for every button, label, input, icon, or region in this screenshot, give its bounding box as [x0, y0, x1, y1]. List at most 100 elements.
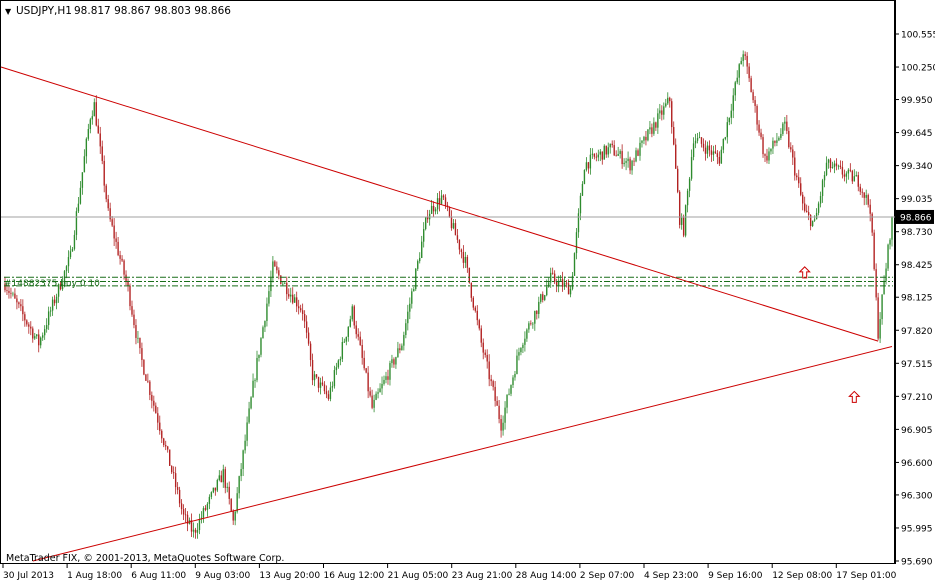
candle-body — [242, 450, 244, 470]
candle-body — [698, 137, 701, 139]
candle-body — [536, 310, 538, 314]
candle-body — [83, 156, 86, 173]
candle-body — [821, 180, 824, 197]
candle-body — [248, 408, 250, 423]
trendline[interactable] — [0, 66, 879, 342]
candle-body — [752, 92, 754, 101]
candle-body — [879, 319, 881, 339]
candle-body — [875, 269, 877, 298]
candle-body — [8, 290, 10, 293]
candle-body — [216, 480, 219, 491]
candle-body — [889, 239, 891, 245]
candle-body — [653, 122, 655, 134]
candle-body — [395, 357, 397, 365]
candle-body — [786, 121, 788, 131]
candle-body — [712, 151, 715, 155]
candle-body — [682, 217, 685, 236]
current-price-label: 98.866 — [900, 213, 932, 223]
candle-body — [220, 475, 222, 483]
candle-body — [619, 151, 621, 154]
candle-body — [837, 165, 840, 167]
candle-body — [18, 302, 20, 305]
candle-body — [486, 354, 488, 362]
candle-body — [585, 162, 588, 170]
candle-body — [163, 438, 165, 446]
candle-body — [6, 290, 8, 291]
candle-body — [180, 503, 183, 510]
candle-body — [91, 116, 93, 120]
candle-body — [375, 393, 377, 400]
candle-body — [147, 380, 149, 382]
y-tick-label: 99.035 — [901, 195, 933, 205]
candle-body — [694, 140, 697, 144]
candle-body — [341, 342, 344, 360]
buy-arrow-icon[interactable] — [848, 390, 861, 403]
candle-body — [649, 127, 651, 130]
candle-body — [841, 166, 844, 175]
candle-body — [99, 133, 101, 147]
candle-body — [720, 149, 723, 164]
candle-body — [161, 430, 163, 439]
candle-body — [464, 256, 467, 263]
candle-body — [756, 105, 758, 125]
candle-body — [550, 272, 552, 283]
candle-body — [768, 151, 770, 161]
candle-body — [675, 144, 677, 169]
candle-body — [363, 357, 365, 369]
candle-body — [379, 388, 381, 393]
candle-body — [389, 363, 391, 380]
candle-body — [673, 127, 675, 145]
candle-body — [411, 291, 413, 304]
candle-body — [597, 154, 600, 158]
buy-arrow-icon[interactable] — [798, 266, 811, 279]
candle-body — [176, 487, 179, 490]
candle-body — [593, 153, 596, 157]
candle-body — [684, 205, 687, 236]
candle-body — [849, 169, 852, 171]
candle-body — [825, 162, 828, 176]
candle-body — [510, 385, 512, 394]
candle-body — [303, 313, 306, 322]
candle-body — [280, 275, 282, 284]
candle-body — [641, 140, 643, 143]
candle-body — [127, 281, 129, 286]
candle-body — [468, 267, 471, 283]
candle-body — [236, 493, 238, 512]
candle-body — [407, 311, 409, 324]
candle-body — [67, 257, 70, 267]
y-tick-label: 96.905 — [901, 426, 933, 436]
candle-body — [444, 197, 447, 206]
trendline[interactable] — [32, 346, 893, 562]
candle-body — [809, 215, 812, 227]
candle-body — [262, 327, 264, 339]
candle-body — [24, 314, 26, 321]
candle-body — [776, 140, 778, 143]
time-axis: 30 Jul 2013 1 Aug 18:00 6 Aug 11:00 9 Aug 0… — [2, 564, 897, 581]
candle-body — [305, 321, 308, 333]
candle-body — [540, 294, 542, 302]
candle-body — [123, 260, 125, 275]
candle-body — [214, 487, 217, 491]
candle-body — [438, 198, 441, 204]
candle-body — [553, 273, 556, 282]
candle-body — [252, 380, 254, 398]
candle-body — [218, 475, 220, 481]
candle-body — [599, 151, 601, 155]
chart-header-icon[interactable]: ▼ — [5, 7, 12, 16]
candle-body — [804, 203, 806, 211]
candle-body — [754, 100, 756, 106]
candle-body — [474, 307, 476, 311]
candle-body — [746, 55, 748, 67]
candle-body — [663, 106, 665, 115]
candle-body — [135, 325, 137, 338]
candlestick-series — [4, 50, 893, 539]
candle-body — [16, 298, 18, 303]
candle-body — [730, 110, 732, 118]
candle-body — [42, 335, 44, 338]
candle-body — [677, 168, 679, 192]
y-tick-label: 97.820 — [901, 327, 933, 337]
candle-body — [867, 195, 869, 205]
candle-body — [817, 203, 820, 213]
